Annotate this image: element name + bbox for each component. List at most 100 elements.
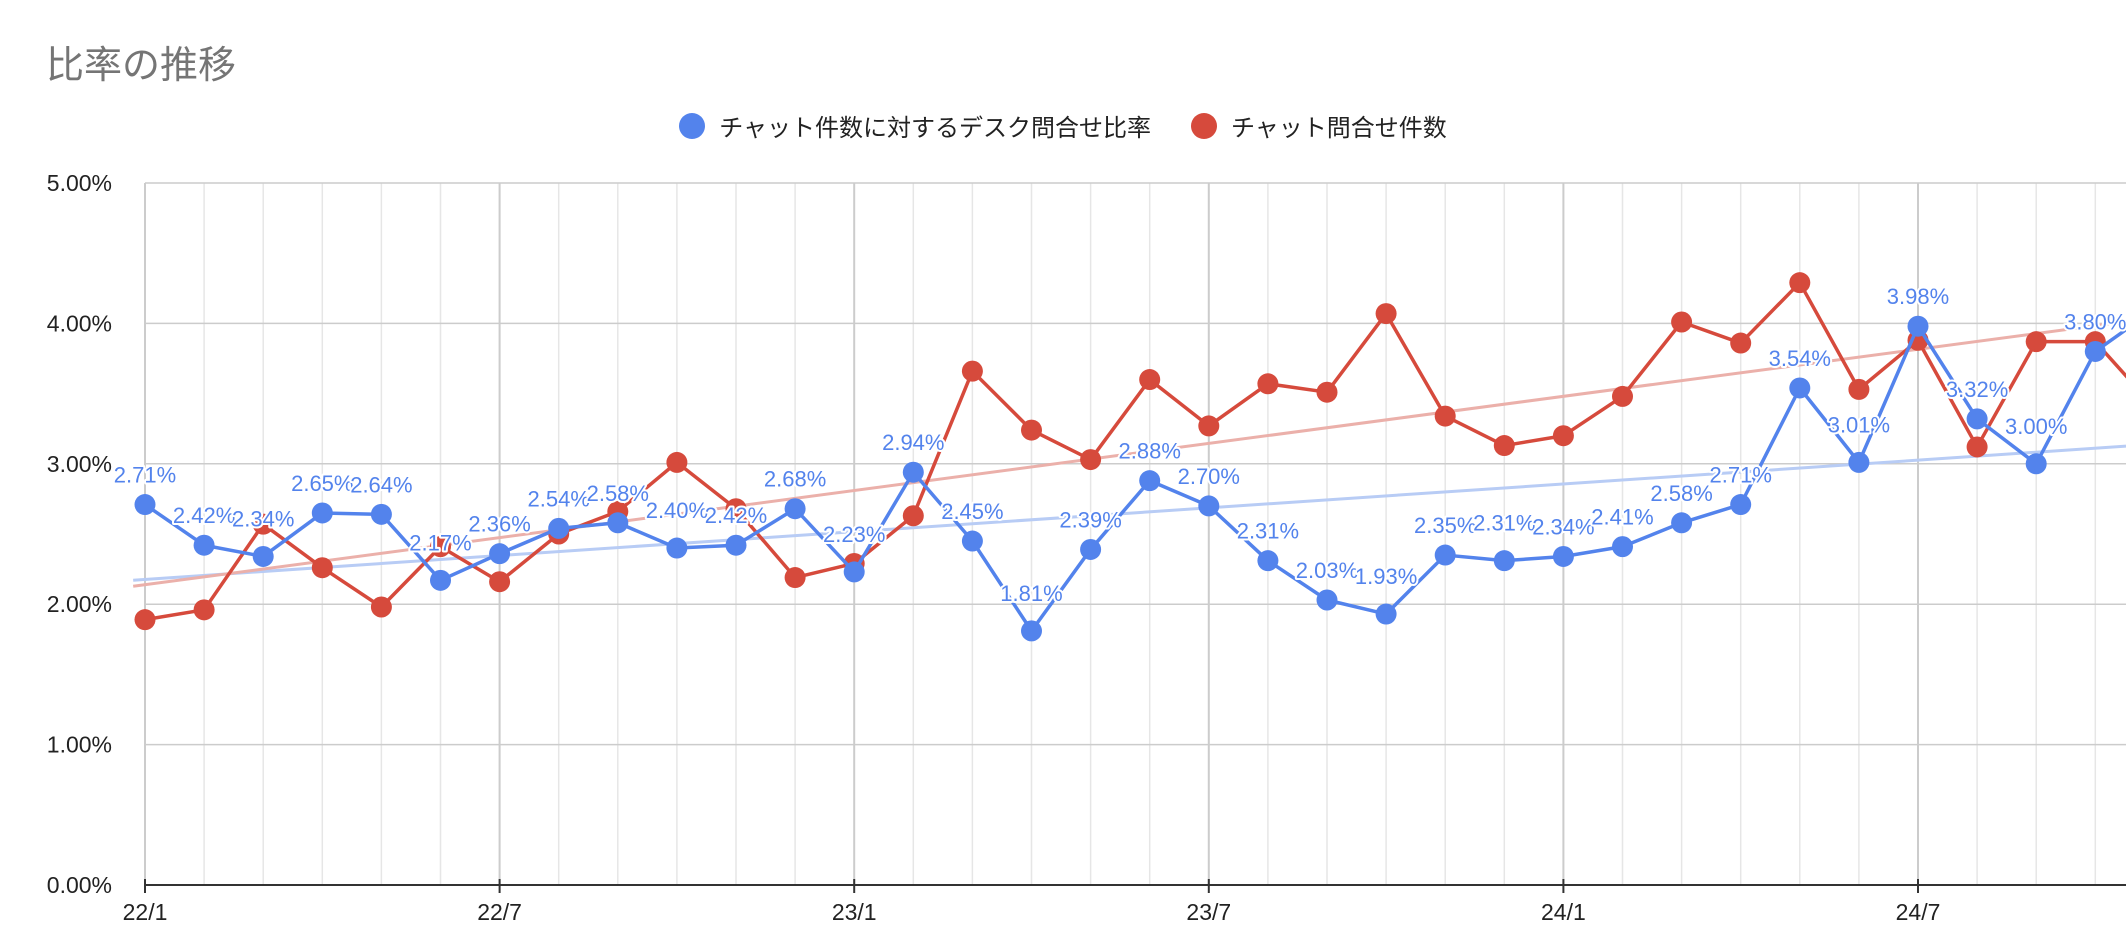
data-point[interactable]: チャット件数に対するデスク問合せ比率: 2.23 <box>843 561 865 583</box>
data-label: 1.93% <box>1355 564 1417 589</box>
data-point[interactable]: チャット件数に対するデスク問合せ比率: 2.58 <box>1671 512 1693 534</box>
data-point[interactable]: チャット問合せ件数: 2.63 <box>902 505 924 527</box>
data-point[interactable]: チャット件数に対するデスク問合せ比率: 2.39 <box>1080 538 1102 560</box>
data-point[interactable]: チャット件数に対するデスク問合せ比率: 2.64 <box>370 503 392 525</box>
data-label: 3.80% <box>2064 309 2126 334</box>
data-point[interactable]: チャット問合せ件数: 4.01 <box>1671 311 1693 333</box>
data-label: 2.70% <box>1178 464 1240 489</box>
legend-item-count[interactable]: チャット問合せ件数 <box>1191 108 1447 143</box>
data-point[interactable]: チャット問合せ件数: 3.34 <box>1434 405 1456 427</box>
data-point[interactable]: チャット問合せ件数: 3.13 <box>1493 435 1515 457</box>
data-point[interactable]: チャット問合せ件数: 2.41 <box>430 536 451 558</box>
data-point[interactable]: チャット問合せ件数: 3.01 <box>666 451 688 473</box>
data-point[interactable]: チャット問合せ件数: 2.16 <box>489 571 511 593</box>
data-point[interactable]: チャット件数に対するデスク問合せ比率: 3.32 <box>1966 408 1988 430</box>
data-point[interactable]: チャット問合せ件数: 3.24 <box>1021 419 1042 441</box>
legend-marker-count <box>1191 112 1217 139</box>
data-point[interactable]: チャット件数に対するデスク問合せ比率: 3 <box>2025 453 2047 475</box>
data-point[interactable]: チャット件数に対するデスク問合せ比率: 2.34 <box>1552 545 1574 567</box>
data-point[interactable]: チャット件数に対するデスク問合せ比率: 1.93 <box>1375 603 1397 625</box>
legend-item-ratio[interactable]: チャット件数に対するデスク問合せ比率 <box>679 108 1151 143</box>
y-tick-label: 5.00% <box>47 170 112 196</box>
data-point[interactable]: チャット件数に対するデスク問合せ比率: 2.17 <box>430 569 451 591</box>
data-label: 2.42% <box>173 503 235 528</box>
data-point[interactable]: チャット件数に対するデスク問合せ比率: 2.31 <box>1493 550 1515 572</box>
data-point[interactable]: チャット件数に対するデスク問合せ比率: 3.01 <box>1848 451 1870 473</box>
data-point[interactable]: チャット件数に対するデスク問合せ比率: 2.71 <box>134 494 156 516</box>
data-point[interactable]: チャット件数に対するデスク問合せ比率: 2.34 <box>252 545 274 567</box>
data-point[interactable]: チャット問合せ件数: 3.51 <box>1316 381 1338 403</box>
data-point[interactable]: チャット問合せ件数: 2.26 <box>311 557 333 579</box>
data-point[interactable]: チャット件数に対するデスク問合せ比率: 2.45 <box>961 530 983 552</box>
data-label: 2.94% <box>882 430 944 455</box>
data-point[interactable]: チャット問合せ件数: 1.98 <box>370 596 392 618</box>
x-tick-label: 23/1 <box>832 899 877 925</box>
data-point[interactable]: チャット件数に対するデスク問合せ比率: 2.35 <box>1434 544 1456 566</box>
data-point[interactable]: チャット問合せ件数: 3.03 <box>1080 449 1102 471</box>
data-point[interactable]: チャット件数に対するデスク問合せ比率: 2.42 <box>725 534 747 556</box>
trendline-layer <box>132 320 2126 588</box>
data-label: 2.42% <box>705 503 767 528</box>
data-label: 3.54% <box>1769 346 1831 371</box>
data-label: 3.00% <box>2005 414 2067 439</box>
data-point[interactable]: チャット件数に対するデスク問合せ比率: 2.41 <box>1612 536 1633 558</box>
data-point[interactable]: チャット件数に対するデスク問合せ比率: 2.88 <box>1139 470 1161 492</box>
y-tick-label: 3.00% <box>47 451 112 477</box>
data-point[interactable]: チャット問合せ件数: 3.2 <box>1552 425 1574 447</box>
data-point[interactable]: チャット問合せ件数: 2.19 <box>784 567 806 589</box>
data-point[interactable]: チャット問合せ件数: 3.6 <box>1139 369 1161 391</box>
data-point[interactable]: チャット件数に対するデスク問合せ比率: 3.54 <box>1789 377 1811 399</box>
data-point[interactable]: チャット問合せ件数: 3.27 <box>1198 415 1220 437</box>
y-tick-label: 0.00% <box>47 872 112 898</box>
data-point[interactable]: チャット問合せ件数: 4.29 <box>1789 272 1811 294</box>
legend-label-count: チャット問合せ件数 <box>1231 114 1447 142</box>
data-label: 1.81% <box>1000 581 1062 606</box>
data-label: 2.41% <box>1591 505 1653 530</box>
data-point[interactable]: チャット問合せ件数: 3.48 <box>1612 385 1633 407</box>
data-point[interactable]: チャット件数に対するデスク問合せ比率: 2.36 <box>489 543 511 565</box>
data-point[interactable]: チャット件数に対するデスク問合せ比率: 2.54 <box>548 517 570 539</box>
data-label: 3.98% <box>1887 284 1949 309</box>
data-point[interactable]: チャット件数に対するデスク問合せ比率: 3.8 <box>2084 340 2106 362</box>
legend-label-ratio: チャット件数に対するデスク問合せ比率 <box>719 114 1151 142</box>
data-point[interactable]: チャット問合せ件数: 3.87 <box>2025 331 2047 353</box>
data-point[interactable]: チャット件数に対するデスク問合せ比率: 2.31 <box>1257 550 1279 572</box>
legend: チャット件数に対するデスク問合せ比率 チャット問合せ件数 <box>0 108 2126 143</box>
data-point[interactable]: チャット件数に対するデスク問合せ比率: 2.4 <box>666 537 688 559</box>
data-point[interactable]: チャット問合せ件数: 1.89 <box>134 609 156 631</box>
data-point[interactable]: チャット件数に対するデスク問合せ比率: 2.58 <box>607 512 629 534</box>
data-point[interactable]: チャット問合せ件数: 1.96 <box>193 599 215 621</box>
data-label: 2.35% <box>1414 513 1476 538</box>
data-point[interactable]: チャット問合せ件数: 3.12 <box>1966 436 1988 458</box>
data-point[interactable]: チャット問合せ件数: 3.66 <box>961 360 983 382</box>
data-point[interactable]: チャット件数に対するデスク問合せ比率: 2.03 <box>1316 589 1338 611</box>
data-point[interactable]: チャット件数に対するデスク問合せ比率: 3.98 <box>1907 315 1929 337</box>
data-label: 2.31% <box>1237 519 1299 544</box>
data-label: 2.40% <box>646 498 708 523</box>
data-point[interactable]: チャット件数に対するデスク問合せ比率: 2.7 <box>1198 495 1220 517</box>
data-point[interactable]: チャット問合せ件数: 2.68 <box>725 498 747 520</box>
data-label: 2.31% <box>1473 511 1535 536</box>
data-point[interactable]: チャット問合せ件数: 3.57 <box>1257 373 1279 395</box>
data-label: 2.58% <box>587 481 649 506</box>
data-label: 2.88% <box>1119 439 1181 464</box>
x-tick-label: 22/7 <box>477 899 522 925</box>
data-point[interactable]: チャット件数に対するデスク問合せ比率: 2.94 <box>902 461 924 483</box>
data-point[interactable]: チャット件数に対するデスク問合せ比率: 2.68 <box>784 498 806 520</box>
data-point[interactable]: チャット問合せ件数: 2.57 <box>252 513 274 535</box>
data-label: 3.32% <box>1946 377 2008 402</box>
axis-layer: 0.00% 1.00% 2.00% 3.00% 4.00% 5.00% 22/1 22/7 23… <box>47 170 1941 925</box>
data-point[interactable]: チャット問合せ件数: 4.07 <box>1375 303 1397 325</box>
data-label: 2.64% <box>350 472 412 497</box>
x-tick-label: 24/1 <box>1541 899 1586 925</box>
data-point[interactable]: チャット件数に対するデスク問合せ比率: 2.65 <box>311 502 333 524</box>
data-point[interactable]: チャット問合せ件数: 3.86 <box>1730 332 1752 354</box>
data-label: 2.65% <box>291 471 353 496</box>
data-point[interactable]: チャット件数に対するデスク問合せ比率: 2.71 <box>1730 494 1752 516</box>
data-point[interactable]: チャット件数に対するデスク問合せ比率: 2.42 <box>193 534 215 556</box>
data-point[interactable]: チャット問合せ件数: 3.53 <box>1848 378 1870 400</box>
data-label: 2.03% <box>1296 558 1358 583</box>
data-point[interactable]: チャット件数に対するデスク問合せ比率: 1.81 <box>1021 620 1042 642</box>
data-label: 2.17% <box>409 530 471 555</box>
